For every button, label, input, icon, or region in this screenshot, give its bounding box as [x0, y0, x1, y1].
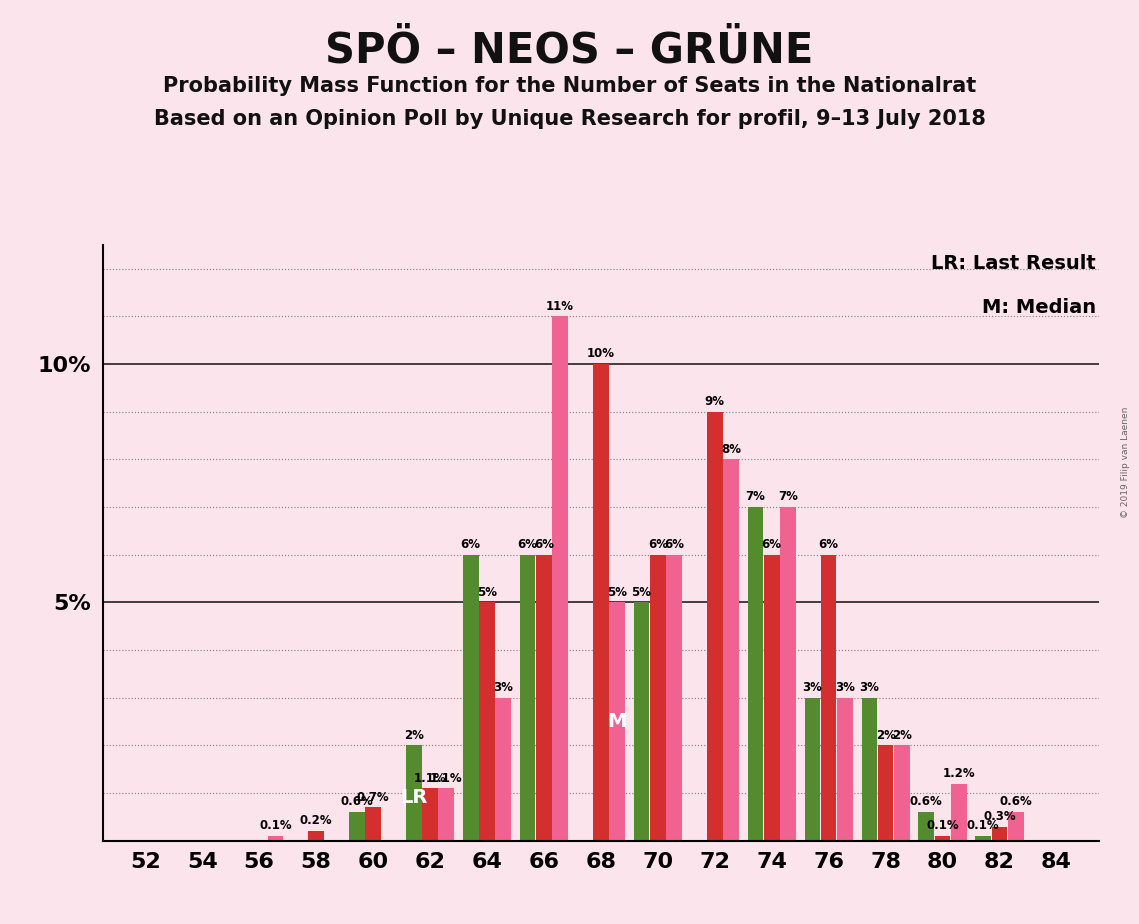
- Bar: [804, 698, 820, 841]
- Bar: [268, 836, 284, 841]
- Text: 6%: 6%: [762, 538, 781, 551]
- Bar: [780, 507, 796, 841]
- Bar: [439, 788, 454, 841]
- Text: 10%: 10%: [587, 347, 615, 360]
- Bar: [992, 827, 1007, 841]
- Text: 6%: 6%: [534, 538, 554, 551]
- Bar: [480, 602, 494, 841]
- Text: 0.6%: 0.6%: [999, 796, 1032, 808]
- Text: 6%: 6%: [648, 538, 667, 551]
- Text: M: M: [607, 712, 626, 731]
- Text: 3%: 3%: [860, 681, 879, 694]
- Bar: [894, 746, 910, 841]
- Text: 0.2%: 0.2%: [300, 814, 333, 828]
- Text: 8%: 8%: [721, 443, 741, 456]
- Bar: [666, 554, 682, 841]
- Text: 9%: 9%: [705, 395, 724, 407]
- Bar: [878, 746, 893, 841]
- Bar: [707, 412, 722, 841]
- Text: 5%: 5%: [631, 586, 652, 599]
- Text: 5%: 5%: [477, 586, 497, 599]
- Text: 2%: 2%: [876, 729, 895, 742]
- Text: 0.6%: 0.6%: [910, 796, 943, 808]
- Text: 2%: 2%: [404, 729, 424, 742]
- Text: 6%: 6%: [819, 538, 838, 551]
- Text: LR: Last Result: LR: Last Result: [932, 254, 1096, 273]
- Bar: [951, 784, 967, 841]
- Text: 7%: 7%: [778, 491, 797, 504]
- Text: SPÖ – NEOS – GRÜNE: SPÖ – NEOS – GRÜNE: [326, 30, 813, 71]
- Text: 6%: 6%: [664, 538, 685, 551]
- Bar: [861, 698, 877, 841]
- Text: 3%: 3%: [493, 681, 513, 694]
- Bar: [764, 554, 779, 841]
- Bar: [405, 746, 421, 841]
- Text: 3%: 3%: [803, 681, 822, 694]
- Bar: [633, 602, 649, 841]
- Text: 2%: 2%: [892, 729, 911, 742]
- Text: 1.1%: 1.1%: [413, 772, 446, 784]
- Bar: [975, 836, 991, 841]
- Bar: [650, 554, 665, 841]
- Text: LR: LR: [400, 788, 427, 808]
- Bar: [723, 459, 739, 841]
- Text: M: Median: M: Median: [982, 298, 1096, 318]
- Text: 6%: 6%: [460, 538, 481, 551]
- Bar: [309, 832, 323, 841]
- Text: Probability Mass Function for the Number of Seats in the Nationalrat: Probability Mass Function for the Number…: [163, 76, 976, 96]
- Text: 0.1%: 0.1%: [926, 820, 959, 833]
- Text: 0.6%: 0.6%: [341, 796, 374, 808]
- Bar: [747, 507, 763, 841]
- Text: 0.1%: 0.1%: [967, 820, 1000, 833]
- Text: 7%: 7%: [746, 491, 765, 504]
- Bar: [536, 554, 551, 841]
- Bar: [837, 698, 853, 841]
- Text: 1.1%: 1.1%: [429, 772, 462, 784]
- Text: 6%: 6%: [517, 538, 538, 551]
- Bar: [593, 364, 608, 841]
- Text: © 2019 Filip van Laenen: © 2019 Filip van Laenen: [1121, 407, 1130, 517]
- Bar: [462, 554, 478, 841]
- Text: 1.2%: 1.2%: [942, 767, 975, 780]
- Text: 0.7%: 0.7%: [357, 791, 390, 804]
- Bar: [349, 812, 364, 841]
- Text: 0.3%: 0.3%: [983, 809, 1016, 822]
- Bar: [423, 788, 437, 841]
- Bar: [519, 554, 535, 841]
- Bar: [495, 698, 511, 841]
- Text: 3%: 3%: [835, 681, 854, 694]
- Bar: [609, 602, 625, 841]
- Text: 5%: 5%: [607, 586, 628, 599]
- Bar: [366, 808, 380, 841]
- Bar: [821, 554, 836, 841]
- Bar: [552, 316, 568, 841]
- Text: 0.1%: 0.1%: [259, 820, 292, 833]
- Text: Based on an Opinion Poll by Unique Research for profil, 9–13 July 2018: Based on an Opinion Poll by Unique Resea…: [154, 109, 985, 129]
- Bar: [935, 836, 950, 841]
- Text: 11%: 11%: [546, 299, 574, 312]
- Bar: [1008, 812, 1024, 841]
- Bar: [918, 812, 934, 841]
